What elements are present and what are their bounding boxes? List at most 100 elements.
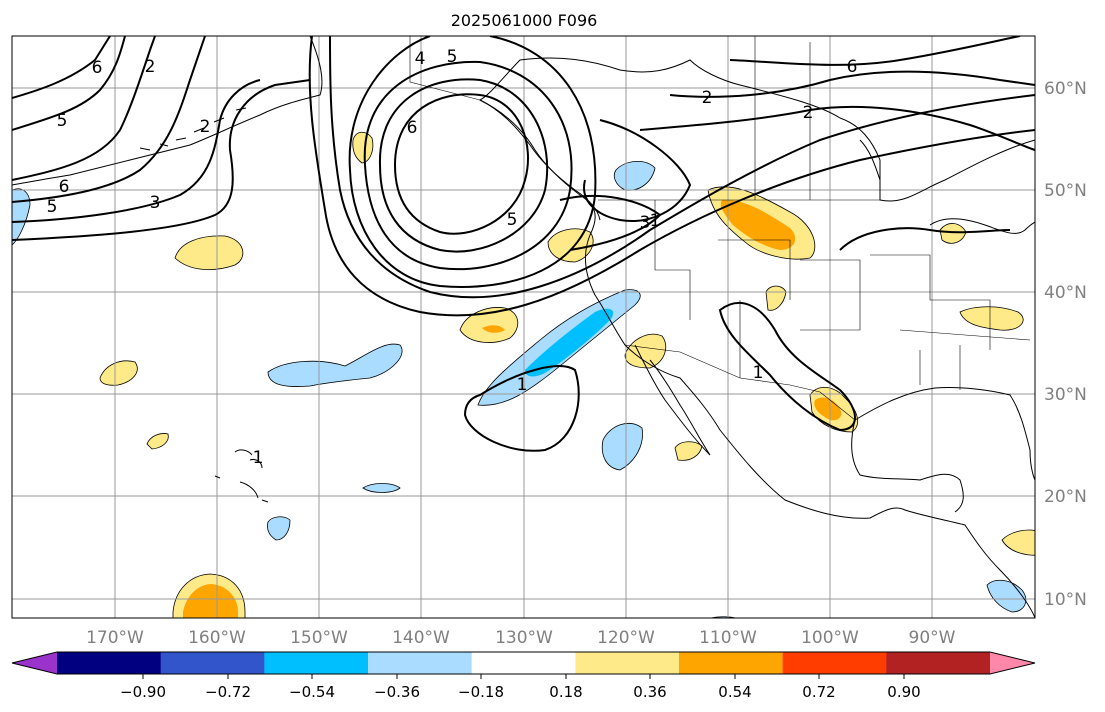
lon-label: 150°W xyxy=(290,628,348,648)
us-state-border xyxy=(870,254,991,350)
colorbar-segment xyxy=(575,652,680,674)
colorbar-tick-labels: −0.90 −0.72 −0.54 −0.36 −0.18 0.18 0.36 … xyxy=(120,683,921,701)
contour-line xyxy=(12,79,261,223)
contour-label: 2 xyxy=(200,117,211,137)
lat-label: 10°N xyxy=(1044,590,1087,610)
negative-anomaly-core xyxy=(525,308,614,377)
contour-line xyxy=(12,36,206,203)
colorbar-segments xyxy=(12,652,1035,674)
colorbar-tick-label: 0.90 xyxy=(887,683,920,701)
colorbar-tick-label: 0.72 xyxy=(802,683,835,701)
lat-label: 30°N xyxy=(1044,385,1087,405)
colorbar-tick-label: 0.36 xyxy=(633,683,666,701)
positive-anomaly-core xyxy=(482,325,505,333)
contour-label: 4 xyxy=(415,49,426,69)
contour-label: 6 xyxy=(407,118,418,138)
contour-label: 1 xyxy=(517,375,528,395)
positive-anomaly-core xyxy=(814,397,842,421)
contour-label: 1 xyxy=(753,363,764,383)
lon-label: 120°W xyxy=(597,628,655,648)
us-state-border xyxy=(654,200,691,320)
islands xyxy=(139,107,269,503)
contour-line xyxy=(378,78,549,253)
lon-label: 110°W xyxy=(699,628,757,648)
colorbar-segment xyxy=(782,652,887,674)
yucatan-coastline xyxy=(851,419,964,513)
negative-anomaly-region xyxy=(267,343,403,387)
lon-label: 130°W xyxy=(495,628,553,648)
negative-anomaly-region xyxy=(12,188,31,246)
map-frame xyxy=(11,35,1036,619)
colorbar-extend-min xyxy=(12,652,57,674)
positive-anomaly-region xyxy=(352,131,374,164)
us-state-border xyxy=(899,329,1031,341)
colorbar-segment xyxy=(368,652,473,674)
north-america-coastline xyxy=(478,57,1035,618)
colorbar-segment xyxy=(886,652,991,674)
contour-line xyxy=(12,36,156,181)
positive-anomaly-core xyxy=(183,584,238,618)
contour-label: 6 xyxy=(59,177,70,197)
latitude-labels: 60°N 50°N 40°N 30°N 20°N 10°N xyxy=(1044,79,1087,610)
contour-line xyxy=(348,36,597,288)
positive-anomaly-region xyxy=(959,306,1024,331)
positive-anomaly-region xyxy=(146,433,169,450)
us-mexico-border xyxy=(624,344,856,421)
contour-label: 1 xyxy=(650,211,661,231)
contour-line xyxy=(308,36,1035,317)
colorbar-segment xyxy=(160,652,265,674)
colorbar-tick-label: 0.54 xyxy=(718,683,751,701)
great-lakes-outline xyxy=(929,218,1035,234)
contour-label: 6 xyxy=(92,58,103,78)
positive-anomaly-region xyxy=(624,333,667,369)
colorbar-outline xyxy=(11,651,1036,675)
negative-anomaly-region xyxy=(613,161,656,191)
contour-line xyxy=(12,36,111,99)
lon-label: 90°W xyxy=(909,628,956,648)
colorbar-tick-label: −0.90 xyxy=(120,683,166,701)
longitude-labels: 170°W 160°W 150°W 140°W 130°W 120°W 110°… xyxy=(86,628,956,648)
contour-line xyxy=(839,227,1011,251)
positive-anomaly-region xyxy=(1001,529,1035,556)
positive-anomaly-region xyxy=(459,307,519,343)
contour-label: 3 xyxy=(640,213,651,233)
colorbar: −0.90 −0.72 −0.54 −0.36 −0.18 0.18 0.36 … xyxy=(11,651,1036,701)
lat-label: 60°N xyxy=(1044,79,1087,99)
contour-label: 5 xyxy=(57,111,68,131)
contour-line xyxy=(639,105,1035,151)
contour-label: 5 xyxy=(507,210,518,230)
contour-line xyxy=(363,60,573,271)
lon-label: 140°W xyxy=(392,628,450,648)
lon-label: 160°W xyxy=(188,628,246,648)
positive-anomaly-core xyxy=(720,199,796,250)
contour-labels: 6 2 5 4 5 5 3 6 5 6 2 3 1 1 2 6 2 1 1 xyxy=(47,47,858,468)
map-panel: 6 2 5 4 5 5 3 6 5 6 2 3 1 1 2 6 2 1 1 xyxy=(11,35,1036,619)
hawaiian-islands xyxy=(214,449,269,503)
contour-line xyxy=(718,301,856,432)
colorbar-tick-label: −0.54 xyxy=(289,683,335,701)
baja-peninsula-coastline xyxy=(634,344,711,456)
contour-label: 2 xyxy=(702,88,713,108)
contour-line xyxy=(329,36,1035,299)
positive-anomaly-region xyxy=(174,235,244,270)
contour-line xyxy=(393,93,529,235)
aleutian-islands xyxy=(139,107,247,151)
colorbar-tick-label: −0.36 xyxy=(374,683,420,701)
lon-label: 100°W xyxy=(801,628,859,648)
colorbar-segment xyxy=(264,652,369,674)
alaska-coastline xyxy=(12,36,323,186)
contour-label: 3 xyxy=(150,193,161,213)
contour-line xyxy=(12,79,311,241)
gulf-coast-coastline xyxy=(854,387,1035,481)
contour-line xyxy=(559,194,662,251)
contour-label: 2 xyxy=(145,57,156,77)
graticule xyxy=(12,36,1035,618)
contour-line xyxy=(669,70,1035,98)
contour-line xyxy=(583,119,692,222)
colorbar-tick-label: 0.18 xyxy=(549,683,582,701)
colorbar-segment xyxy=(679,652,784,674)
lat-label: 20°N xyxy=(1044,487,1087,507)
coastlines xyxy=(12,36,1035,618)
contour-lines xyxy=(12,36,1035,452)
